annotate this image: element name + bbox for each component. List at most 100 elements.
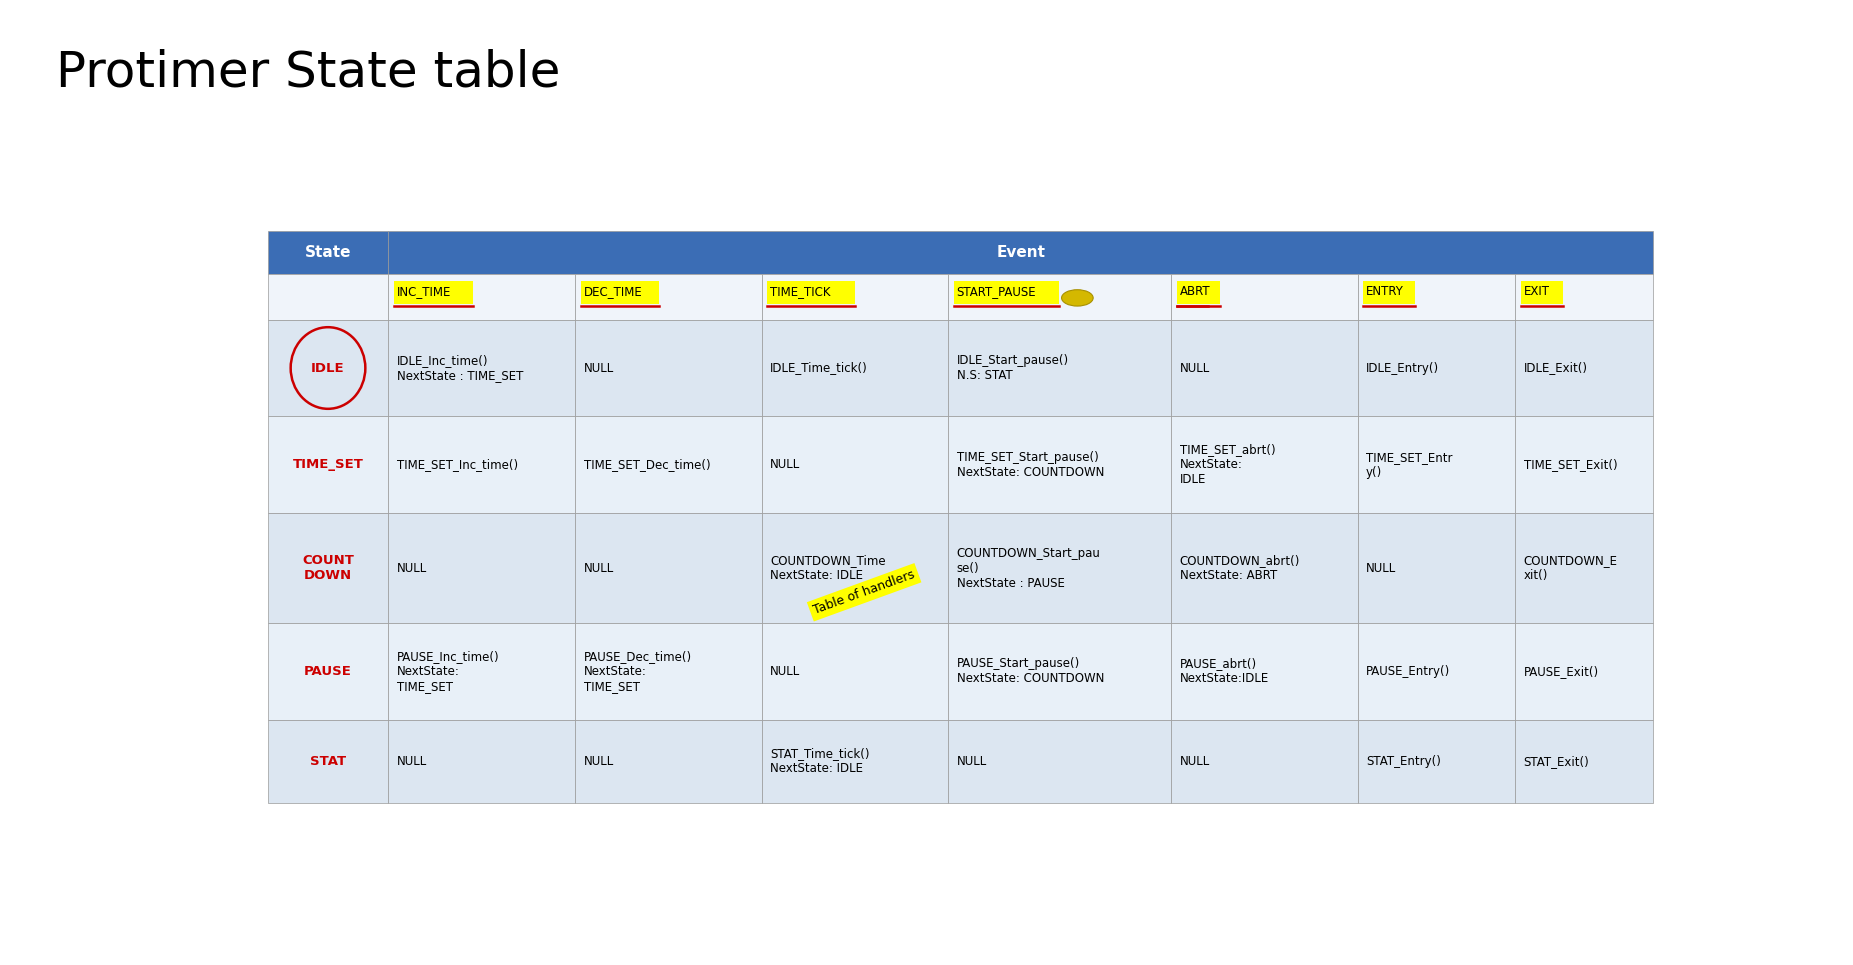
FancyBboxPatch shape [267,274,389,319]
FancyBboxPatch shape [574,623,762,720]
Text: DEC_TIME: DEC_TIME [584,285,643,298]
FancyBboxPatch shape [1516,513,1653,623]
Text: NULL: NULL [956,755,988,768]
FancyBboxPatch shape [1358,513,1516,623]
Text: STAT: STAT [309,755,347,768]
Text: NULL: NULL [584,562,613,574]
FancyBboxPatch shape [267,720,389,803]
Text: NULL: NULL [584,755,613,768]
Bar [954,281,1058,304]
Bar [767,281,854,304]
Text: STAT_Exit(): STAT_Exit() [1523,755,1590,768]
FancyBboxPatch shape [1358,274,1516,319]
Text: PAUSE_Start_pause()
NextState: COUNTDOWN: PAUSE_Start_pause() NextState: COUNTDOWN [956,657,1104,685]
FancyBboxPatch shape [389,231,1653,274]
Text: IDLE_Time_tick(): IDLE_Time_tick() [771,362,867,374]
Text: COUNTDOWN_E
xit(): COUNTDOWN_E xit() [1523,554,1618,582]
Text: PAUSE_Entry(): PAUSE_Entry() [1366,665,1451,678]
FancyBboxPatch shape [1358,416,1516,513]
FancyBboxPatch shape [949,319,1171,416]
Text: NULL: NULL [1366,562,1397,574]
Text: INC_TIME: INC_TIME [397,285,452,298]
FancyBboxPatch shape [1358,720,1516,803]
FancyBboxPatch shape [1358,319,1516,416]
Text: PAUSE_Inc_time()
NextState:
TIME_SET: PAUSE_Inc_time() NextState: TIME_SET [397,649,500,693]
FancyBboxPatch shape [762,513,949,623]
Bar [1177,281,1219,304]
Text: PAUSE_abrt()
NextState:IDLE: PAUSE_abrt() NextState:IDLE [1180,657,1269,685]
Text: COUNTDOWN_Start_pau
se()
NextState : PAUSE: COUNTDOWN_Start_pau se() NextState : PAU… [956,546,1101,590]
FancyBboxPatch shape [267,513,389,623]
Text: TIME_TICK: TIME_TICK [771,285,830,298]
FancyBboxPatch shape [1516,416,1653,513]
FancyBboxPatch shape [1171,720,1358,803]
Text: NULL: NULL [397,562,428,574]
FancyBboxPatch shape [1516,623,1653,720]
Text: NULL: NULL [1180,755,1210,768]
Bar [1521,281,1564,304]
FancyBboxPatch shape [574,720,762,803]
Text: State: State [304,245,352,261]
FancyBboxPatch shape [949,720,1171,803]
Bar [395,281,473,304]
FancyBboxPatch shape [1358,623,1516,720]
Text: Table of handlers: Table of handlers [812,567,917,617]
Text: COUNT
DOWN: COUNT DOWN [302,554,354,582]
FancyBboxPatch shape [267,416,389,513]
FancyBboxPatch shape [1516,274,1653,319]
FancyBboxPatch shape [762,319,949,416]
Text: COUNTDOWN_abrt()
NextState: ABRT: COUNTDOWN_abrt() NextState: ABRT [1180,554,1301,582]
Text: IDLE_Entry(): IDLE_Entry() [1366,362,1440,374]
FancyBboxPatch shape [762,720,949,803]
FancyBboxPatch shape [1516,319,1653,416]
Text: Event: Event [997,245,1045,261]
FancyBboxPatch shape [762,416,949,513]
FancyBboxPatch shape [762,274,949,319]
Text: ENTRY: ENTRY [1366,285,1405,298]
Text: STAT_Entry(): STAT_Entry() [1366,755,1442,768]
Circle shape [1062,290,1093,306]
Text: PAUSE_Dec_time()
NextState:
TIME_SET: PAUSE_Dec_time() NextState: TIME_SET [584,649,691,693]
Text: NULL: NULL [771,665,800,678]
Text: COUNTDOWN_Time
NextState: IDLE: COUNTDOWN_Time NextState: IDLE [771,554,886,582]
FancyBboxPatch shape [1171,513,1358,623]
FancyBboxPatch shape [949,513,1171,623]
Text: Protimer State table: Protimer State table [56,48,560,96]
Text: TIME_SET_Exit(): TIME_SET_Exit() [1523,458,1618,471]
Text: PAUSE: PAUSE [304,665,352,678]
Text: NULL: NULL [397,755,428,768]
FancyBboxPatch shape [574,513,762,623]
FancyBboxPatch shape [1171,274,1358,319]
FancyBboxPatch shape [389,720,574,803]
Text: TIME_SET_Inc_time(): TIME_SET_Inc_time() [397,458,519,471]
FancyBboxPatch shape [574,319,762,416]
Bar [580,281,660,304]
FancyBboxPatch shape [762,623,949,720]
FancyBboxPatch shape [267,231,389,274]
Text: IDLE: IDLE [311,362,345,374]
FancyBboxPatch shape [949,623,1171,720]
Text: EXIT: EXIT [1523,285,1549,298]
FancyBboxPatch shape [389,416,574,513]
FancyBboxPatch shape [1171,319,1358,416]
Text: TIME_SET: TIME_SET [293,458,363,471]
FancyBboxPatch shape [389,319,574,416]
Text: NULL: NULL [1180,362,1210,374]
Text: IDLE_Exit(): IDLE_Exit() [1523,362,1588,374]
Text: PAUSE_Exit(): PAUSE_Exit() [1523,665,1599,678]
Text: NULL: NULL [584,362,613,374]
FancyBboxPatch shape [389,623,574,720]
FancyBboxPatch shape [389,274,574,319]
Text: TIME_SET_Entr
y(): TIME_SET_Entr y() [1366,451,1453,479]
FancyBboxPatch shape [1171,416,1358,513]
FancyBboxPatch shape [574,416,762,513]
Bar [1364,281,1416,304]
FancyBboxPatch shape [1171,623,1358,720]
FancyBboxPatch shape [574,274,762,319]
Text: IDLE_Inc_time()
NextState : TIME_SET: IDLE_Inc_time() NextState : TIME_SET [397,354,523,382]
Text: TIME_SET_Start_pause()
NextState: COUNTDOWN: TIME_SET_Start_pause() NextState: COUNTD… [956,451,1104,479]
Text: START_PAUSE: START_PAUSE [956,285,1036,298]
Text: TIME_SET_abrt()
NextState:
IDLE: TIME_SET_abrt() NextState: IDLE [1180,443,1275,486]
FancyBboxPatch shape [1516,720,1653,803]
FancyBboxPatch shape [949,416,1171,513]
